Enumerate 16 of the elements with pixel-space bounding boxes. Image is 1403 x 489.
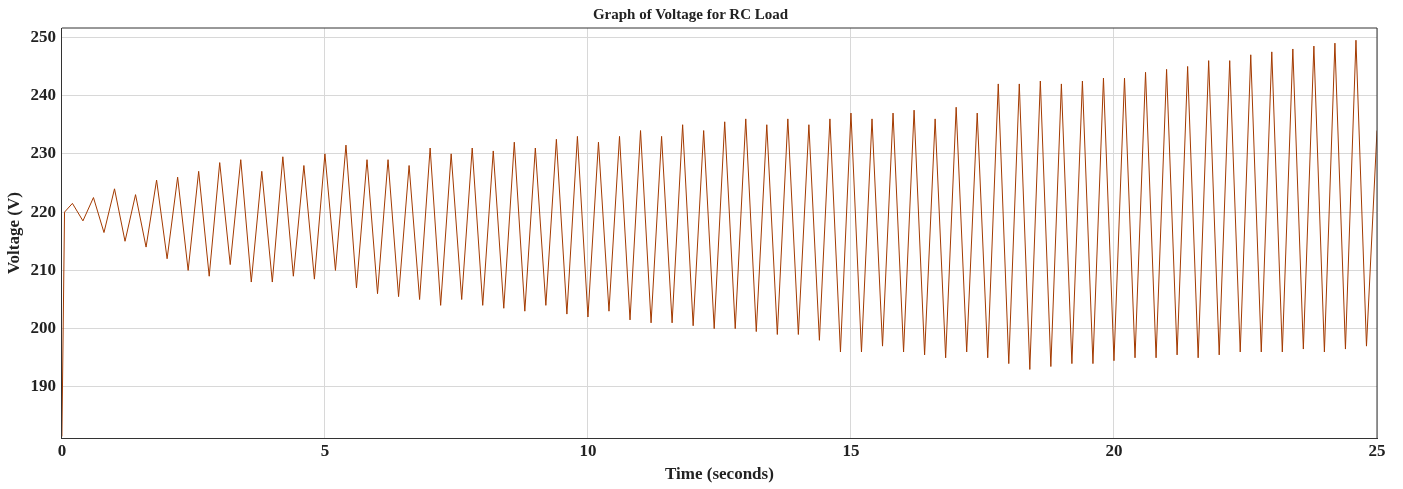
x-tick-label: 25 <box>1368 440 1386 460</box>
y-axis-title: Voltage (V) <box>3 192 23 275</box>
y-tick-label: 230 <box>30 143 56 163</box>
x-tick-label: 20 <box>1105 440 1123 460</box>
x-tick-label: 10 <box>579 440 597 460</box>
x-tick-label: 15 <box>842 440 860 460</box>
x-tick-label: 0 <box>57 440 67 460</box>
chart-title: Graph of Voltage for RC Load <box>592 5 789 22</box>
y-tick-label: 250 <box>30 26 56 46</box>
y-tick-label: 200 <box>30 318 56 338</box>
y-tick-label: 240 <box>30 84 56 104</box>
y-tick-label: 220 <box>30 201 56 221</box>
x-axis-title: Time (seconds) <box>665 464 774 484</box>
y-tick-label: 210 <box>30 259 56 279</box>
x-tick-label: 5 <box>320 440 330 460</box>
y-tick-label: 190 <box>30 376 56 396</box>
